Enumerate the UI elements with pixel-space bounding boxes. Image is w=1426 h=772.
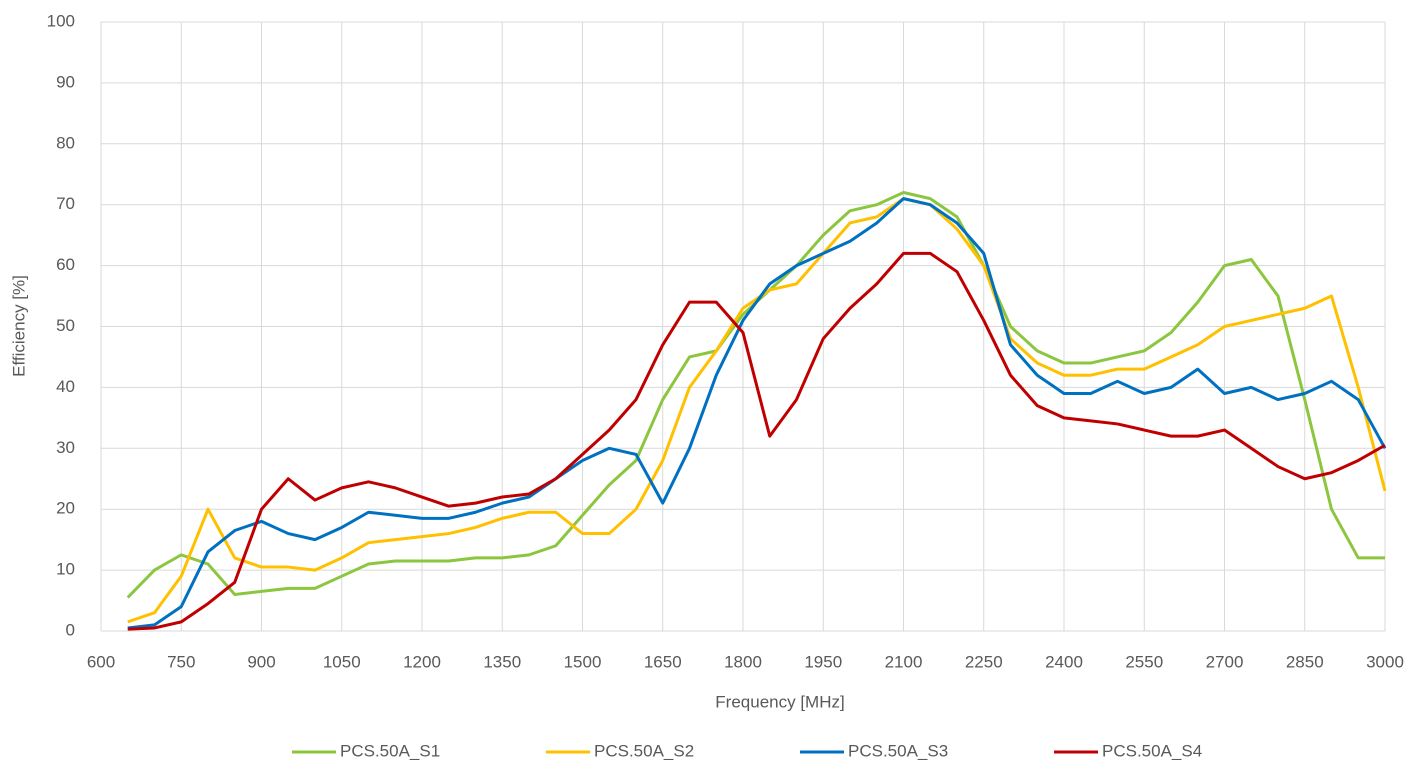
x-tick-label: 2100: [885, 652, 923, 671]
x-tick-label: 2400: [1045, 652, 1083, 671]
y-tick-label: 70: [56, 194, 75, 213]
legend-label: PCS.50A_S2: [594, 741, 694, 760]
x-tick-label: 900: [247, 652, 275, 671]
x-tick-label: 1800: [724, 652, 762, 671]
legend-label: PCS.50A_S3: [848, 741, 948, 760]
legend-label: PCS.50A_S1: [340, 741, 440, 760]
y-axis-label: Efficiency [%]: [9, 275, 28, 377]
x-tick-label: 1050: [323, 652, 361, 671]
x-tick-label: 1500: [564, 652, 602, 671]
x-tick-label: 2550: [1125, 652, 1163, 671]
x-tick-label: 2700: [1206, 652, 1244, 671]
series-line: [126, 191, 1385, 599]
x-tick-label: 600: [87, 652, 115, 671]
x-tick-label: 750: [167, 652, 195, 671]
y-tick-label: 80: [56, 133, 75, 152]
series-line: [127, 251, 1386, 631]
x-tick-label: 1950: [804, 652, 842, 671]
x-tick-label: 3000: [1366, 652, 1404, 671]
x-tick-label: 1200: [403, 652, 441, 671]
y-tick-label: 90: [56, 72, 75, 91]
y-tick-label: 10: [56, 560, 75, 579]
y-tick-label: 50: [56, 316, 75, 335]
series-line: [127, 197, 1387, 624]
x-axis-label: Frequency [MHz]: [715, 692, 844, 711]
series-line: [127, 197, 1387, 630]
y-tick-label: 100: [47, 11, 75, 30]
y-tick-label: 0: [66, 620, 75, 639]
y-tick-label: 40: [56, 377, 75, 396]
y-tick-label: 20: [56, 499, 75, 518]
y-tick-label: 60: [56, 255, 75, 274]
x-tick-label: 1650: [644, 652, 682, 671]
legend-label: PCS.50A_S4: [1102, 741, 1202, 760]
y-tick-label: 30: [56, 438, 75, 457]
x-tick-label: 2250: [965, 652, 1003, 671]
x-tick-label: 1350: [483, 652, 521, 671]
x-tick-label: 2850: [1286, 652, 1324, 671]
